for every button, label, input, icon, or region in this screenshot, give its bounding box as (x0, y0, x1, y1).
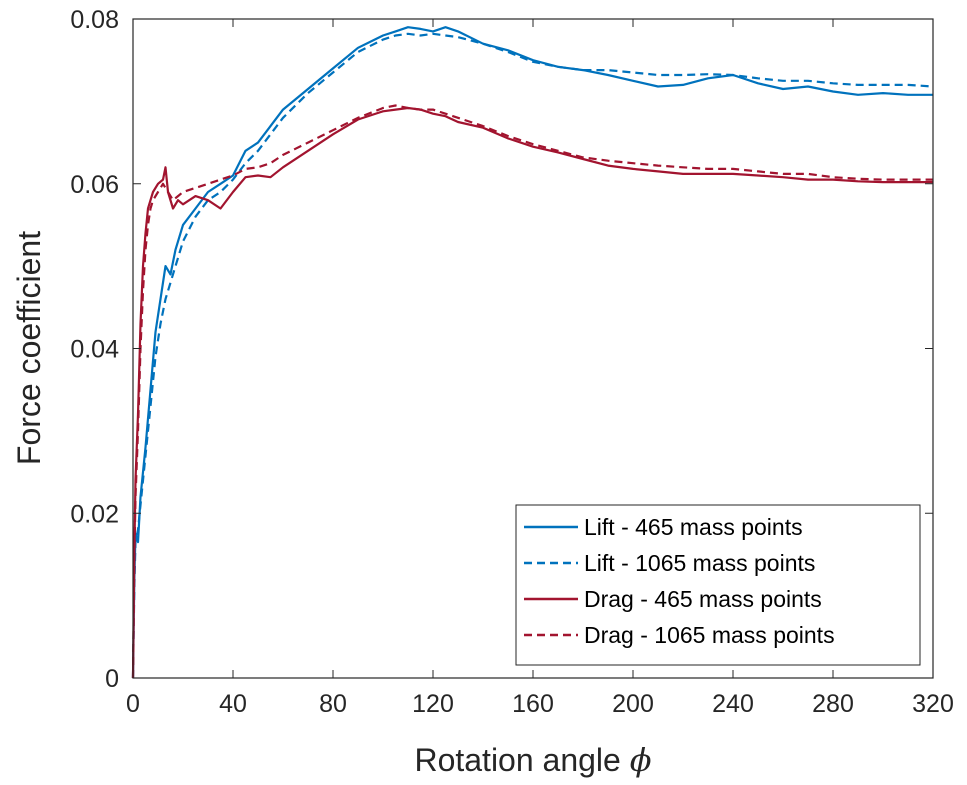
y-tick-label: 0.04 (70, 336, 119, 364)
y-tick-label: 0.08 (70, 6, 119, 34)
x-tick-label: 240 (712, 690, 754, 718)
x-axis-label-symbol: ϕ (630, 741, 652, 779)
x-tick-label: 200 (612, 690, 654, 718)
x-tick-label: 120 (412, 690, 454, 718)
y-tick-label: 0 (105, 665, 119, 693)
y-tick-label: 0.06 (70, 171, 119, 199)
y-axis-label: Force coefficient (11, 231, 47, 465)
x-tick-label: 40 (219, 690, 247, 718)
x-tick-label: 0 (126, 690, 140, 718)
legend-label-4: Drag - 1065 mass points (584, 622, 835, 648)
legend-box (515, 504, 921, 666)
legend-label-2: Lift - 1065 mass points (584, 550, 815, 576)
legend-items: Lift - 465 mass points Lift - 1065 mass p… (524, 514, 835, 648)
x-tick-label: 80 (319, 690, 347, 718)
series-line-2 (131, 32, 934, 679)
series-line-4 (131, 104, 933, 679)
tick-layer: 0 40 80 120 160 200 240 280 320 0 0.02 0.04 0.06 0.08 (70, 6, 954, 718)
x-tick-label: 320 (912, 690, 954, 718)
x-tick-label: 280 (812, 690, 854, 718)
legend-label-1: Lift - 465 mass points (584, 514, 803, 540)
x-axis-label-text: Rotation angle (414, 742, 620, 778)
x-tick-label: 160 (512, 690, 554, 718)
y-tick-label: 0.02 (70, 500, 119, 528)
series-line-3 (131, 106, 933, 679)
x-axis-label: Rotation angle ϕ (414, 741, 651, 779)
legend: Lift - 465 mass points Lift - 1065 mass p… (515, 504, 921, 666)
series-layer (131, 26, 934, 679)
legend-label-3: Drag - 465 mass points (584, 586, 822, 612)
